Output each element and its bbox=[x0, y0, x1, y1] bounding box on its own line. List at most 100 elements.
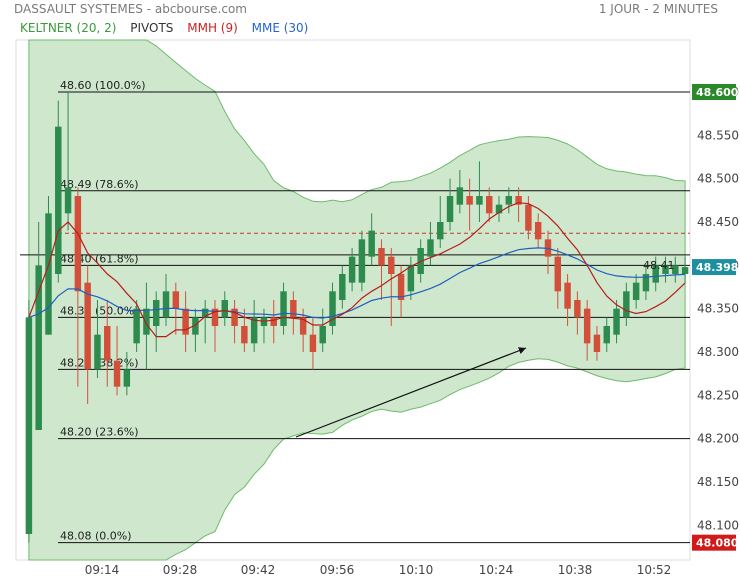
candle bbox=[515, 187, 522, 222]
candle-body bbox=[623, 291, 630, 318]
candle bbox=[652, 256, 659, 292]
candle-body bbox=[270, 317, 277, 326]
legend-mmh[interactable]: MMH (9) bbox=[187, 21, 238, 35]
candle bbox=[250, 300, 258, 352]
y-tick-label: 48.300 bbox=[697, 345, 739, 359]
y-tick-label: 48.350 bbox=[697, 302, 739, 316]
x-tick-label: 10:24 bbox=[479, 563, 514, 577]
candle-body bbox=[603, 326, 610, 344]
candle bbox=[35, 222, 42, 430]
candle-body bbox=[485, 196, 493, 214]
candle bbox=[603, 317, 610, 352]
candle bbox=[642, 265, 650, 300]
candle-body bbox=[378, 248, 385, 266]
x-tick-label: 10:10 bbox=[399, 563, 434, 577]
candle-body bbox=[466, 196, 473, 205]
legend-keltner[interactable]: KELTNER (20, 2) bbox=[20, 21, 117, 35]
candle-body bbox=[368, 230, 375, 257]
candle bbox=[221, 291, 229, 326]
candle bbox=[143, 282, 150, 370]
candle bbox=[632, 274, 640, 309]
x-tick-label: 09:14 bbox=[85, 563, 120, 577]
candle bbox=[446, 178, 454, 231]
candle-body bbox=[456, 187, 464, 205]
y-tick-label: 48.550 bbox=[697, 128, 739, 142]
price-tag: 48.398 bbox=[692, 259, 738, 276]
candle bbox=[348, 248, 356, 292]
candle-body bbox=[64, 187, 72, 214]
candle-body bbox=[182, 308, 189, 335]
chart-title: DASSAULT SYSTEMES - abcbourse.com bbox=[14, 2, 247, 16]
candle bbox=[485, 187, 493, 222]
y-tick-label: 48.150 bbox=[697, 475, 739, 489]
candle-body bbox=[574, 300, 581, 318]
x-tick-label: 09:28 bbox=[163, 563, 198, 577]
candle bbox=[74, 187, 82, 387]
candle-body bbox=[652, 265, 659, 283]
candle bbox=[182, 291, 189, 352]
candle-body bbox=[339, 274, 346, 300]
candle bbox=[201, 300, 209, 344]
candle-body bbox=[476, 196, 483, 205]
candle-body bbox=[593, 334, 601, 352]
candle bbox=[64, 92, 72, 231]
legend: KELTNER (20, 2) PIVOTS MMH (9) MME (30) bbox=[20, 21, 318, 35]
candle-body bbox=[564, 282, 571, 309]
candle-body bbox=[104, 326, 111, 361]
candle bbox=[25, 300, 33, 543]
candle bbox=[329, 282, 336, 335]
candle-body bbox=[192, 317, 199, 335]
fib-label: 48.60 (100.0%) bbox=[60, 79, 146, 92]
candle bbox=[231, 300, 238, 344]
candle-body bbox=[672, 265, 679, 274]
candle-body bbox=[123, 369, 131, 387]
candle bbox=[574, 291, 581, 335]
candle-body bbox=[632, 282, 640, 300]
x-tick-label: 09:56 bbox=[320, 563, 355, 577]
x-tick-label: 09:42 bbox=[241, 563, 276, 577]
candle bbox=[270, 300, 277, 344]
candle bbox=[495, 196, 503, 222]
legend-mme[interactable]: MME (30) bbox=[251, 21, 309, 35]
candle bbox=[378, 239, 385, 300]
candle-body bbox=[397, 274, 405, 300]
price-tag-label: 48.080 bbox=[696, 537, 739, 550]
candle-body bbox=[94, 334, 101, 370]
price-tag-bg bbox=[692, 259, 736, 276]
candle-body bbox=[534, 222, 542, 240]
candle bbox=[192, 308, 199, 352]
candle bbox=[339, 265, 346, 309]
candle bbox=[456, 170, 464, 214]
candle-body bbox=[113, 360, 121, 387]
candle bbox=[94, 300, 101, 378]
candle bbox=[211, 300, 219, 352]
candle-body bbox=[45, 213, 52, 335]
candle-body bbox=[162, 291, 170, 318]
price-tag-label: 48.398 bbox=[696, 261, 738, 274]
candle-body bbox=[74, 196, 82, 292]
candle-body bbox=[55, 126, 62, 275]
candle-body bbox=[446, 196, 454, 222]
candle-body bbox=[221, 300, 229, 318]
candle-body bbox=[642, 274, 650, 292]
candle-body bbox=[427, 239, 434, 257]
candle bbox=[104, 300, 111, 387]
last-mmh-label: 48.41 bbox=[643, 259, 675, 272]
candle bbox=[534, 213, 542, 248]
candle bbox=[613, 300, 620, 344]
candle-body bbox=[309, 334, 317, 352]
legend-pivots[interactable]: PIVOTS bbox=[130, 21, 174, 35]
candle-body bbox=[437, 222, 444, 240]
candle-body bbox=[143, 308, 150, 335]
candle bbox=[505, 187, 513, 214]
fib-label: 48.08 (0.0%) bbox=[60, 530, 132, 543]
y-tick-label: 48.250 bbox=[697, 388, 739, 402]
candle bbox=[162, 274, 170, 326]
x-tick-label: 10:38 bbox=[558, 563, 593, 577]
y-tick-label: 48.500 bbox=[697, 172, 739, 186]
mmh-line bbox=[28, 202, 686, 338]
candle-body bbox=[290, 300, 297, 318]
candle bbox=[681, 256, 689, 283]
candle bbox=[476, 161, 483, 222]
